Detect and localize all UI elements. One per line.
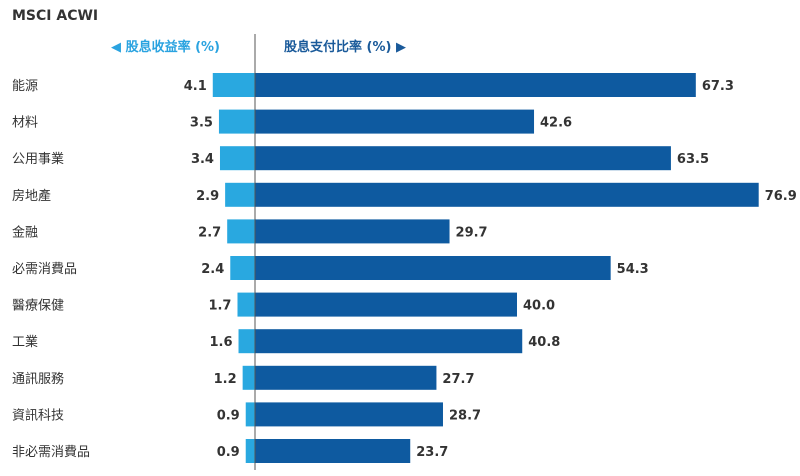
payout-data-label: 42.6 bbox=[540, 116, 572, 131]
yield-data-label: 2.9 bbox=[196, 189, 219, 204]
payout-data-label: 54.3 bbox=[617, 262, 649, 277]
right-series-header: 股息支付比率 (%) ▶ bbox=[284, 36, 406, 55]
category-label: 能源 bbox=[12, 79, 38, 94]
payout-data-label: 23.7 bbox=[416, 445, 448, 460]
payout-bar bbox=[255, 365, 437, 390]
left-series-name: 股息收益率 (%) bbox=[125, 40, 220, 55]
left-series-header: ◀ 股息收益率 (%) bbox=[111, 36, 220, 55]
yield-bar bbox=[225, 182, 255, 207]
payout-data-label: 76.9 bbox=[765, 189, 797, 204]
category-label: 非必需消費品 bbox=[12, 445, 90, 460]
payout-data-label: 29.7 bbox=[456, 225, 488, 240]
yield-data-label: 4.1 bbox=[184, 79, 207, 94]
category-label: 工業 bbox=[12, 334, 38, 350]
yield-bar bbox=[227, 219, 255, 244]
category-label: 材料 bbox=[12, 116, 38, 131]
yield-data-label: 1.6 bbox=[209, 335, 232, 350]
payout-data-label: 63.5 bbox=[677, 152, 709, 167]
yield-bar bbox=[245, 439, 255, 463]
payout-bar bbox=[255, 439, 411, 463]
yield-bar bbox=[237, 292, 255, 317]
yield-data-label: 3.4 bbox=[191, 152, 214, 167]
payout-bar bbox=[255, 219, 450, 244]
yield-bar bbox=[238, 329, 255, 354]
left-arrow-icon: ◀ bbox=[111, 40, 122, 55]
category-label: 必需消費品 bbox=[12, 262, 77, 277]
chart-title: MSCI ACWI bbox=[12, 8, 99, 24]
yield-bar bbox=[219, 146, 255, 171]
payout-bar bbox=[255, 292, 517, 317]
yield-data-label: 0.9 bbox=[217, 445, 240, 460]
category-label: 通訊服務 bbox=[12, 372, 64, 387]
yield-bar bbox=[242, 365, 255, 390]
payout-bar bbox=[255, 256, 611, 280]
category-label: 金融 bbox=[12, 224, 38, 240]
right-series-name: 股息支付比率 (%) bbox=[284, 40, 392, 55]
yield-data-label: 2.7 bbox=[198, 225, 221, 240]
payout-bar bbox=[255, 146, 671, 171]
payout-data-label: 40.0 bbox=[523, 299, 555, 314]
yield-data-label: 3.5 bbox=[190, 116, 213, 131]
right-arrow-icon: ▶ bbox=[395, 40, 406, 55]
payout-data-label: 28.7 bbox=[449, 408, 481, 423]
payout-bar bbox=[255, 329, 523, 354]
payout-data-label: 27.7 bbox=[442, 372, 474, 387]
payout-bar bbox=[255, 73, 696, 97]
payout-bar bbox=[255, 109, 535, 134]
payout-data-label: 40.8 bbox=[528, 335, 560, 350]
payout-bar bbox=[255, 402, 443, 427]
yield-data-label: 1.2 bbox=[214, 372, 237, 387]
yield-bar bbox=[245, 402, 255, 427]
yield-data-label: 0.9 bbox=[217, 408, 240, 423]
category-label: 醫療保健 bbox=[12, 299, 64, 314]
yield-data-label: 1.7 bbox=[208, 299, 231, 314]
payout-bar bbox=[255, 182, 759, 207]
yield-bar bbox=[212, 73, 255, 97]
payout-data-label: 67.3 bbox=[702, 79, 734, 94]
category-label: 房地產 bbox=[12, 188, 51, 204]
category-label: 公用事業 bbox=[12, 151, 64, 167]
yield-data-label: 2.4 bbox=[201, 262, 224, 277]
yield-bar bbox=[218, 109, 255, 134]
category-label: 資訊科技 bbox=[12, 408, 64, 423]
yield-bar bbox=[230, 256, 255, 280]
